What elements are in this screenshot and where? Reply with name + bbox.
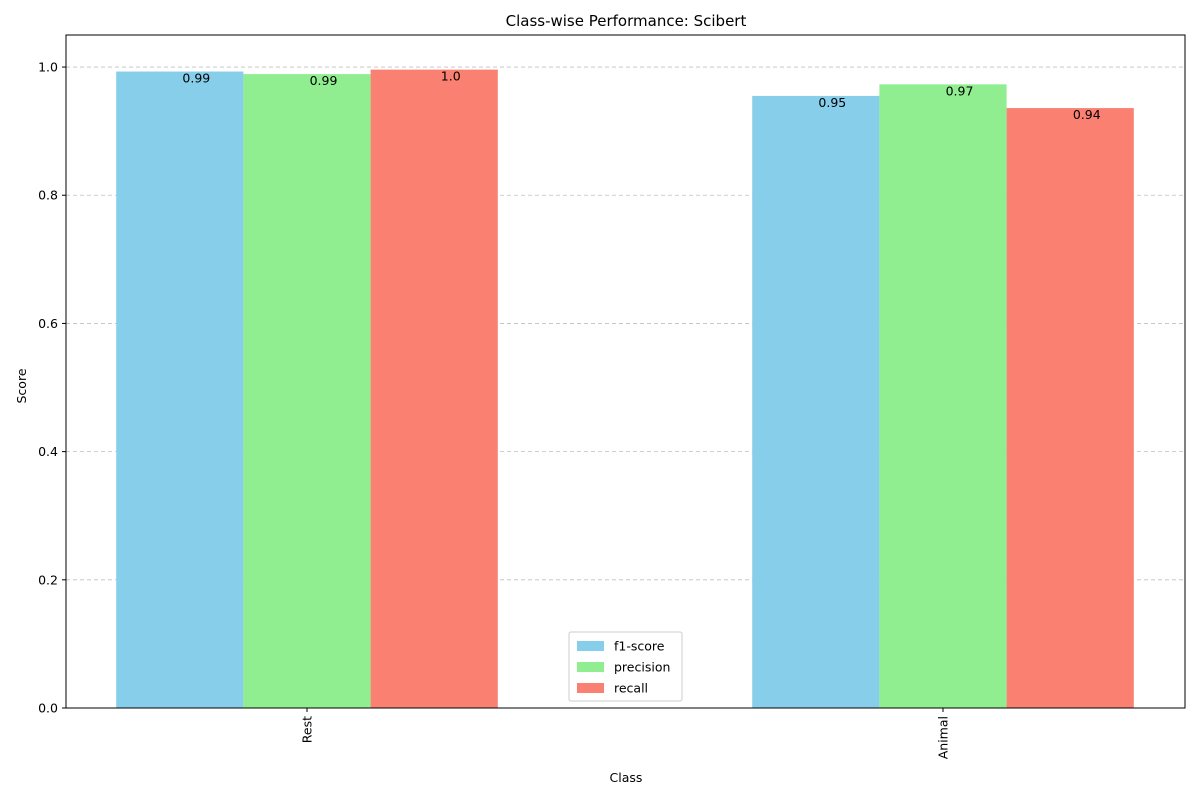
legend-swatch-precision	[577, 662, 604, 672]
bar-value-label: 0.95	[818, 95, 846, 110]
bar-recall-rest	[370, 69, 498, 708]
bar-precision-animal	[879, 84, 1007, 708]
bar-f1-score-animal	[752, 95, 880, 708]
bar-labels: 0.99 0.99 1.0 0.95 0.97 0.94	[182, 69, 1100, 122]
x-axis: Rest Animal	[300, 708, 951, 759]
legend-label: precision	[614, 660, 670, 675]
legend: f1-score precision recall	[568, 631, 683, 702]
bar-f1-score-rest	[116, 71, 244, 708]
y-tick-label: 0.0	[38, 701, 58, 716]
legend-label: recall	[614, 681, 648, 696]
legend-label: f1-score	[614, 639, 665, 654]
bar-value-label: 0.94	[1073, 107, 1101, 122]
legend-swatch-recall	[577, 683, 604, 693]
bar-recall-animal	[1006, 108, 1134, 708]
legend-swatch-f1-score	[577, 641, 604, 651]
bars	[116, 69, 1134, 709]
x-axis-title: Class	[610, 770, 643, 785]
bar-value-label: 1.0	[441, 69, 461, 84]
bar-value-label: 0.97	[946, 83, 974, 98]
y-axis-title: Score	[14, 368, 29, 403]
y-tick-label: 0.8	[38, 188, 58, 203]
bar-value-label: 0.99	[310, 73, 338, 88]
x-tick-label: Animal	[936, 716, 951, 759]
chart-title: Class-wise Performance: Scibert	[506, 12, 747, 30]
y-axis: 0.0 0.2 0.4 0.6 0.8 1.0	[38, 60, 66, 716]
y-tick-label: 1.0	[38, 60, 58, 75]
bar-value-label: 0.99	[182, 71, 210, 86]
y-tick-label: 0.4	[38, 444, 58, 459]
y-tick-label: 0.2	[38, 572, 58, 587]
y-tick-label: 0.6	[38, 316, 58, 331]
bar-precision-rest	[243, 74, 371, 709]
plot-frame	[65, 34, 1186, 709]
x-tick-label: Rest	[300, 716, 315, 743]
